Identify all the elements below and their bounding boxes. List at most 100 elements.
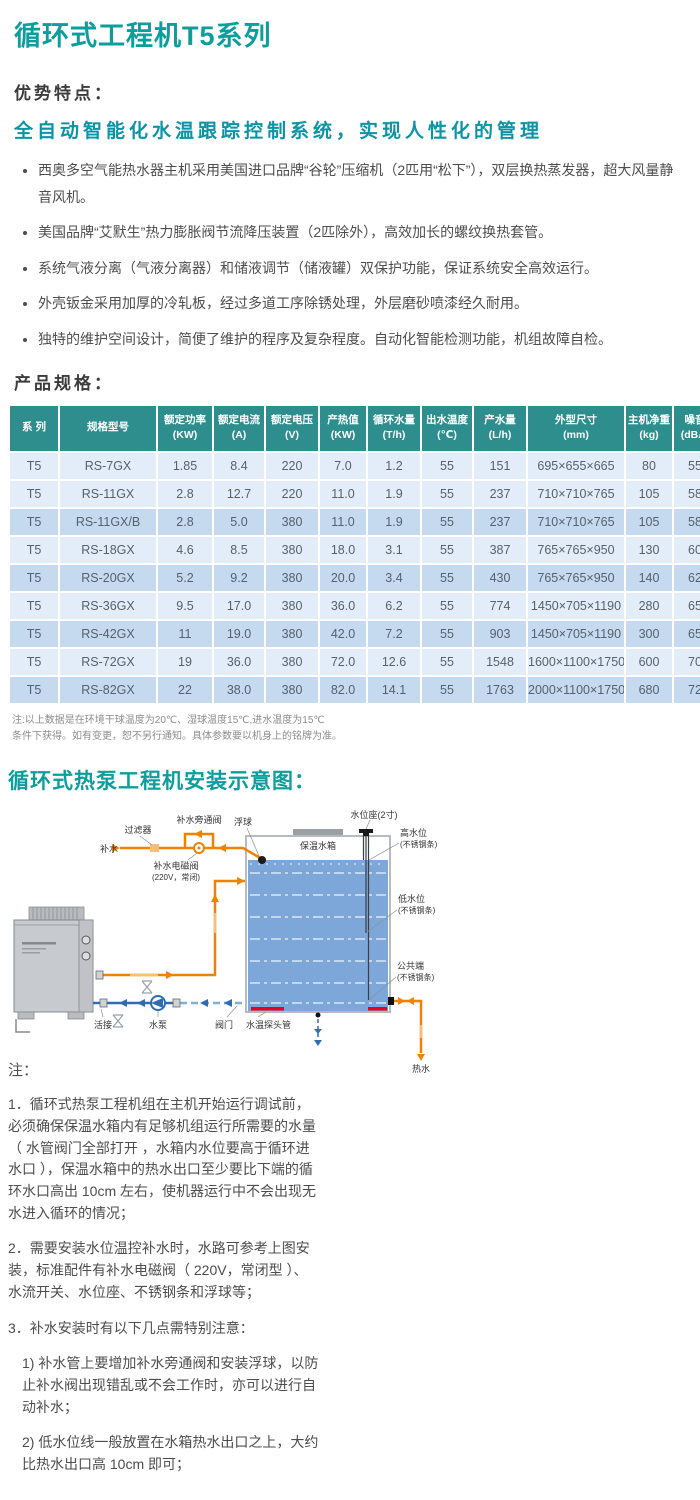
solenoid-valve-label: 补水电磁阀: [153, 860, 198, 871]
union-fitting-icon: [99, 998, 108, 1008]
table-cell: RS-11GX: [60, 481, 156, 508]
table-cell: T5: [10, 453, 58, 480]
brand-logo: [22, 942, 56, 945]
table-cell: 430: [474, 565, 526, 592]
table-note-line2: 条件下获得。如有变更，恕不另行通知。具体参数要以机身上的铭牌为准。: [12, 731, 342, 743]
table-cell: 695×655×665: [528, 453, 624, 480]
table-cell: 300: [626, 621, 672, 648]
product-page: 循环式工程机T5系列 优势特点： 全自动智能化水温跟踪控制系统，实现人性化的管理…: [0, 14, 700, 1476]
table-cell: 55: [422, 537, 472, 564]
pointer-lines: [100, 819, 400, 1018]
table-note-line1: 注:以上数据是在环境干球温度为20℃、湿球温度15℃,进水温度为15℃: [12, 715, 325, 727]
table-cell: 72: [674, 677, 700, 704]
pipe-fitting-icon: [95, 970, 104, 980]
table-cell: 237: [474, 509, 526, 536]
temp-probe-label: 水温探头管: [246, 1019, 291, 1030]
table-cell: 3.1: [368, 537, 420, 564]
table-cell: T5: [10, 481, 58, 508]
table-cell: T5: [10, 593, 58, 620]
filter-icon: [150, 844, 159, 853]
table-cell: 2.8: [158, 481, 212, 508]
table-cell: 220: [266, 481, 318, 508]
table-cell: 380: [266, 649, 318, 676]
table-cell: 19.0: [214, 621, 264, 648]
table-cell: 20.0: [320, 565, 366, 592]
table-cell: 60: [674, 537, 700, 564]
feature-item: 外壳钣金采用加厚的冷轧板，经过多道工序除锈处理，外层磨砂喷漆经久耐用。: [38, 290, 682, 317]
feature-item: 系统气液分离（气液分离器）和储液调节（储液罐）双保护功能，保证系统安全高效运行。: [38, 255, 682, 282]
table-cell: 1450×705×1190: [528, 593, 624, 620]
table-cell: 65: [674, 593, 700, 620]
table-cell: 55: [422, 621, 472, 648]
table-row: T5 RS-20GX 5.2 9.2 380 20.0 3.4 55 430 765×765×95…: [10, 565, 700, 592]
return-line: [93, 980, 246, 1028]
table-cell: 2.8: [158, 509, 212, 536]
table-cell: 710×710×765: [528, 481, 624, 508]
low-level-material-label: (不锈钢条): [398, 905, 436, 915]
table-cell: RS-72GX: [60, 649, 156, 676]
table-cell: T5: [10, 537, 58, 564]
dial-icon: [81, 951, 91, 961]
table-cell: 380: [266, 537, 318, 564]
installation-diagram: 补水 过滤器 补水旁通阀 补水电磁阀 (220V，常闭) 浮球 保温水箱 水位座…: [0, 803, 700, 1074]
table-cell: 19: [158, 649, 212, 676]
table-cell: 65: [674, 621, 700, 648]
table-cell: 17.0: [214, 593, 264, 620]
table-cell: RS-42GX: [60, 621, 156, 648]
filter-label: 过滤器: [124, 824, 151, 835]
makeup-water-label: 补水: [100, 843, 118, 854]
notes-section: 注： 1．循环式热泵工程机组在主机开始运行调试前，必须确保保温水箱内有足够机组运…: [8, 1059, 320, 1476]
table-cell: 14.1: [368, 677, 420, 704]
installation-diagram-svg: 补水 过滤器 补水旁通阀 补水电磁阀 (220V，常闭) 浮球 保温水箱 水位座…: [13, 809, 438, 1074]
dial-icon: [81, 935, 91, 945]
table-cell: 11.0: [320, 509, 366, 536]
table-header-row: 系 列规格型号 额定功率 (KW) 额定电流 (A) 额定电压 (V) 产热值 (KW) 循环水量…: [10, 405, 700, 452]
column-header: 规格型号: [60, 405, 156, 452]
column-header: 额定功率 (KW): [158, 405, 212, 452]
note-item: 2) 低水位线一般放置在水箱热水出口之上，大约比热水出口高 10cm 即可；: [22, 1434, 319, 1472]
table-cell: 42.0: [320, 621, 366, 648]
table-cell: 280: [626, 593, 672, 620]
common-terminal-material-label: (不锈钢条): [397, 972, 435, 982]
table-cell: 55: [422, 593, 472, 620]
float-ball-icon: [258, 856, 266, 865]
table-row: T5 RS-18GX 4.6 8.5 380 18.0 3.1 55 387 765×765×95…: [10, 537, 700, 564]
hot-supply-line: [95, 877, 245, 980]
table-cell: T5: [10, 565, 58, 592]
flow-arrow-icon: [112, 844, 120, 853]
float-ball-label: 浮球: [234, 816, 252, 827]
table-cell: 1763: [474, 677, 526, 704]
table-cell: 58: [674, 481, 700, 508]
common-terminal-label: 公共端: [397, 960, 424, 971]
table-cell: 680: [626, 677, 672, 704]
table-cell: RS-11GX/B: [60, 509, 156, 536]
table-row: T5 RS-82GX 22 38.0 380 82.0 14.1 55 1763 2000×110…: [10, 677, 700, 704]
table-cell: 11: [158, 621, 212, 648]
makeup-water-line: [112, 830, 266, 865]
pump-label: 水泵: [149, 1019, 167, 1030]
table-cell: 55: [674, 453, 700, 480]
table-cell: 72.0: [320, 649, 366, 676]
table-row: T5 RS-42GX 11 19.0 380 42.0 7.2 55 903 1450×705×1…: [10, 621, 700, 648]
table-cell: 18.0: [320, 537, 366, 564]
temp-probe-tube: [251, 1007, 284, 1011]
table-cell: 9.2: [214, 565, 264, 592]
table-row: T5 RS-11GX/B 2.8 5.0 380 11.0 1.9 55 237 710×710×…: [10, 509, 700, 536]
table-cell: T5: [10, 677, 58, 704]
table-cell: 237: [474, 481, 526, 508]
table-row: T5 RS-7GX 1.85 8.4 220 7.0 1.2 55 151 695×655×665…: [10, 453, 700, 480]
feature-item: 西奥多空气能热水器主机采用美国进口品牌“谷轮”压缩机（2匹用“松下”），双层换热…: [38, 157, 682, 210]
table-cell: RS-36GX: [60, 593, 156, 620]
table-cell: 774: [474, 593, 526, 620]
table-cell: 765×765×950: [528, 537, 624, 564]
note-item: 3．补水安装时有以下几点需特别注意：: [8, 1319, 254, 1336]
table-cell: RS-20GX: [60, 565, 156, 592]
table-cell: 1600×1100×1750: [528, 649, 624, 676]
table-cell: 105: [626, 481, 672, 508]
feature-item: 独特的维护空间设计，简便了维护的程序及复杂程度。自动化智能检测功能，机组故障自检…: [38, 326, 682, 353]
column-header: 额定电压 (V): [266, 405, 318, 452]
column-header: 产热值 (KW): [320, 405, 366, 452]
column-header: 主机净重 (kg): [626, 405, 672, 452]
table-cell: 55: [422, 453, 472, 480]
table-row: T5 RS-11GX 2.8 12.7 220 11.0 1.9 55 237 710×710×7…: [10, 481, 700, 508]
